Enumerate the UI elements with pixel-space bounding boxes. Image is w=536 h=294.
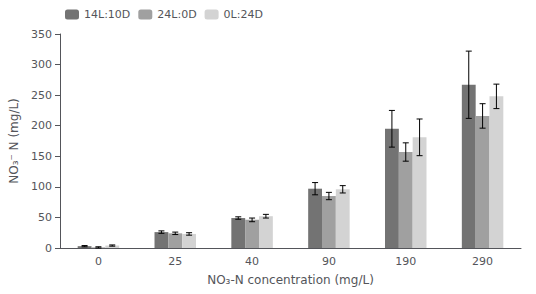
svg-text:50: 50 (38, 211, 52, 224)
svg-text:0L:24D: 0L:24D (224, 8, 263, 21)
svg-text:200: 200 (31, 119, 52, 132)
svg-text:24L:0D: 24L:0D (157, 8, 196, 21)
svg-text:290: 290 (472, 255, 493, 268)
svg-text:0: 0 (95, 255, 102, 268)
svg-text:14L:10D: 14L:10D (84, 8, 130, 21)
svg-text:150: 150 (31, 150, 52, 163)
svg-text:350: 350 (31, 28, 52, 41)
svg-text:40: 40 (245, 255, 259, 268)
svg-text:0: 0 (45, 242, 52, 255)
svg-text:190: 190 (395, 255, 416, 268)
svg-text:100: 100 (31, 180, 52, 193)
svg-text:250: 250 (31, 89, 52, 102)
svg-text:NO₃-N concentration (mg/L): NO₃-N concentration (mg/L) (207, 273, 374, 287)
svg-text:25: 25 (168, 255, 182, 268)
svg-text:90: 90 (322, 255, 336, 268)
svg-text:NO₃⁻ N (mg/L): NO₃⁻ N (mg/L) (7, 98, 21, 184)
svg-text:300: 300 (31, 58, 52, 71)
